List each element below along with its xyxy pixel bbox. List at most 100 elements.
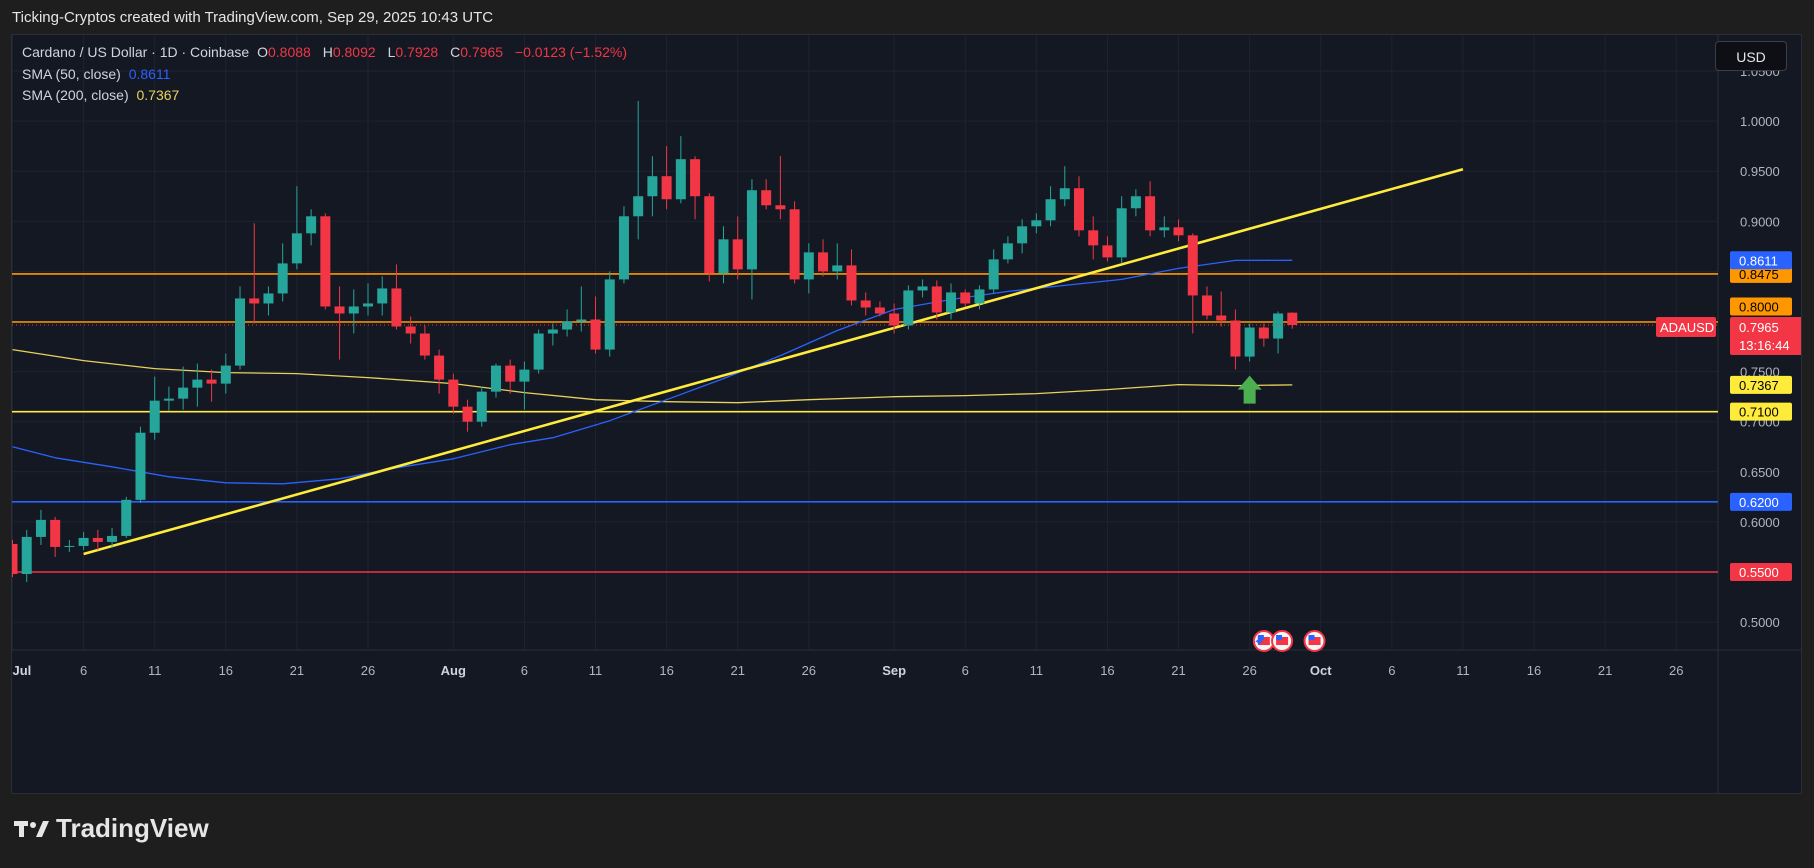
candle xyxy=(576,286,587,332)
candle-body xyxy=(1273,313,1284,339)
currency-button[interactable]: USD xyxy=(1715,41,1787,71)
candle xyxy=(405,316,416,344)
candle-body xyxy=(533,333,544,370)
candle-body xyxy=(1287,312,1298,326)
candle xyxy=(1031,213,1042,234)
candle-body xyxy=(1102,245,1113,258)
level-0.7100-tag-bg xyxy=(1730,402,1792,421)
candle-body xyxy=(746,190,757,270)
candle-body xyxy=(917,286,928,291)
symbol-tag-text: ADAUSD xyxy=(1660,320,1714,335)
y-tick-label: 0.9000 xyxy=(1740,214,1780,229)
candle xyxy=(661,146,672,210)
candle xyxy=(775,156,786,220)
candle-body xyxy=(1031,220,1042,227)
candle-body xyxy=(562,321,573,330)
candle-body xyxy=(889,313,900,326)
candle-body xyxy=(363,303,373,307)
candle-body xyxy=(704,196,715,274)
candle-body xyxy=(505,365,516,382)
legend-sma200[interactable]: SMA (200, close) 0.7367 xyxy=(22,87,183,103)
sma50-label: SMA (50, close) xyxy=(22,66,121,82)
candle-body xyxy=(419,333,430,356)
low-value: 0.7928 xyxy=(395,44,439,60)
candle xyxy=(1045,186,1056,227)
candle-body xyxy=(163,398,174,401)
symbol-tag-bg xyxy=(1656,317,1716,338)
candle-body xyxy=(1116,208,1127,258)
flag-canton xyxy=(1257,635,1264,640)
candle xyxy=(377,276,388,316)
candle xyxy=(1102,236,1113,262)
candle-body xyxy=(1216,315,1227,321)
candle xyxy=(50,516,61,557)
x-tick-label: 11 xyxy=(589,663,603,678)
candle-body xyxy=(12,543,18,575)
candle xyxy=(917,279,928,298)
last-price-tag: ADAUSD 0.7965 13:16:44 xyxy=(1656,317,1801,356)
level-0.6200-tag: 0.6200 xyxy=(1730,492,1792,511)
candle-body xyxy=(1074,188,1084,231)
candle xyxy=(604,271,615,357)
candle xyxy=(732,216,743,280)
candle xyxy=(1088,216,1099,260)
event-sparkle-icon: ✦ xyxy=(1254,634,1265,649)
candle-body xyxy=(860,300,871,308)
candle xyxy=(92,529,103,550)
chart-frame[interactable]: ✦1.05001.00000.95000.90000.85000.80000.7… xyxy=(11,34,1802,794)
x-tick-label: 21 xyxy=(730,663,744,678)
y-tick-label: 0.6500 xyxy=(1740,465,1780,480)
candle-body xyxy=(1159,227,1170,231)
candle xyxy=(974,285,985,310)
candle xyxy=(818,239,829,277)
candle xyxy=(291,186,302,270)
candle xyxy=(363,283,373,316)
tradingview-logo-text: TradingView xyxy=(56,813,209,843)
candle xyxy=(505,359,516,394)
candle xyxy=(21,529,32,583)
candle xyxy=(874,301,885,317)
candle-body xyxy=(21,536,32,575)
attribution-text: Ticking-Cryptos created with TradingView… xyxy=(12,9,494,26)
x-axis-labels: Jul 6 11 16 21 26 Aug 6 11 16 21 26 Sep 6 11 16 21 26 Oct 6… xyxy=(13,663,1684,678)
candle-body xyxy=(490,365,501,392)
candle xyxy=(690,156,701,220)
candle-body xyxy=(476,391,487,422)
candle xyxy=(348,289,359,334)
x-tick-label: 21 xyxy=(1171,663,1185,678)
candle xyxy=(633,101,644,240)
sma200-price-tag-text: 0.7367 xyxy=(1739,378,1779,393)
chart-canvas[interactable]: ✦1.05001.00000.95000.90000.85000.80000.7… xyxy=(12,35,1802,794)
candle-body xyxy=(661,176,672,200)
candle-body xyxy=(647,176,658,197)
legend-sma50[interactable]: SMA (50, close) 0.8611 xyxy=(22,66,175,82)
candle xyxy=(220,353,231,394)
candle-body xyxy=(35,519,46,537)
event-flag-icon xyxy=(1271,630,1294,652)
candle-body xyxy=(1145,196,1156,231)
candle xyxy=(946,283,957,320)
tradingview-logo[interactable]: TradingView xyxy=(14,813,209,844)
candle-body xyxy=(988,259,999,290)
candle xyxy=(462,399,473,432)
candle xyxy=(320,213,331,310)
candle xyxy=(1258,323,1269,347)
candle xyxy=(988,249,999,294)
candle xyxy=(277,243,288,302)
x-tick-label: 11 xyxy=(1030,663,1044,678)
candle-body xyxy=(178,387,189,399)
candle xyxy=(704,193,715,282)
candle-body xyxy=(690,159,701,197)
low-label: L xyxy=(387,44,396,60)
candle xyxy=(448,373,459,414)
candle-body xyxy=(50,519,61,547)
candle-body xyxy=(974,289,985,304)
candle xyxy=(1159,216,1170,238)
candle xyxy=(1216,291,1227,327)
candle xyxy=(12,539,18,578)
candle-body xyxy=(306,216,317,234)
y-tick-label: 0.5000 xyxy=(1740,615,1780,630)
level-0.6200-tag-text: 0.6200 xyxy=(1739,495,1779,510)
sma200-price-tag: 0.7367 xyxy=(1730,375,1792,394)
y-tick-label: 0.9500 xyxy=(1740,164,1780,179)
